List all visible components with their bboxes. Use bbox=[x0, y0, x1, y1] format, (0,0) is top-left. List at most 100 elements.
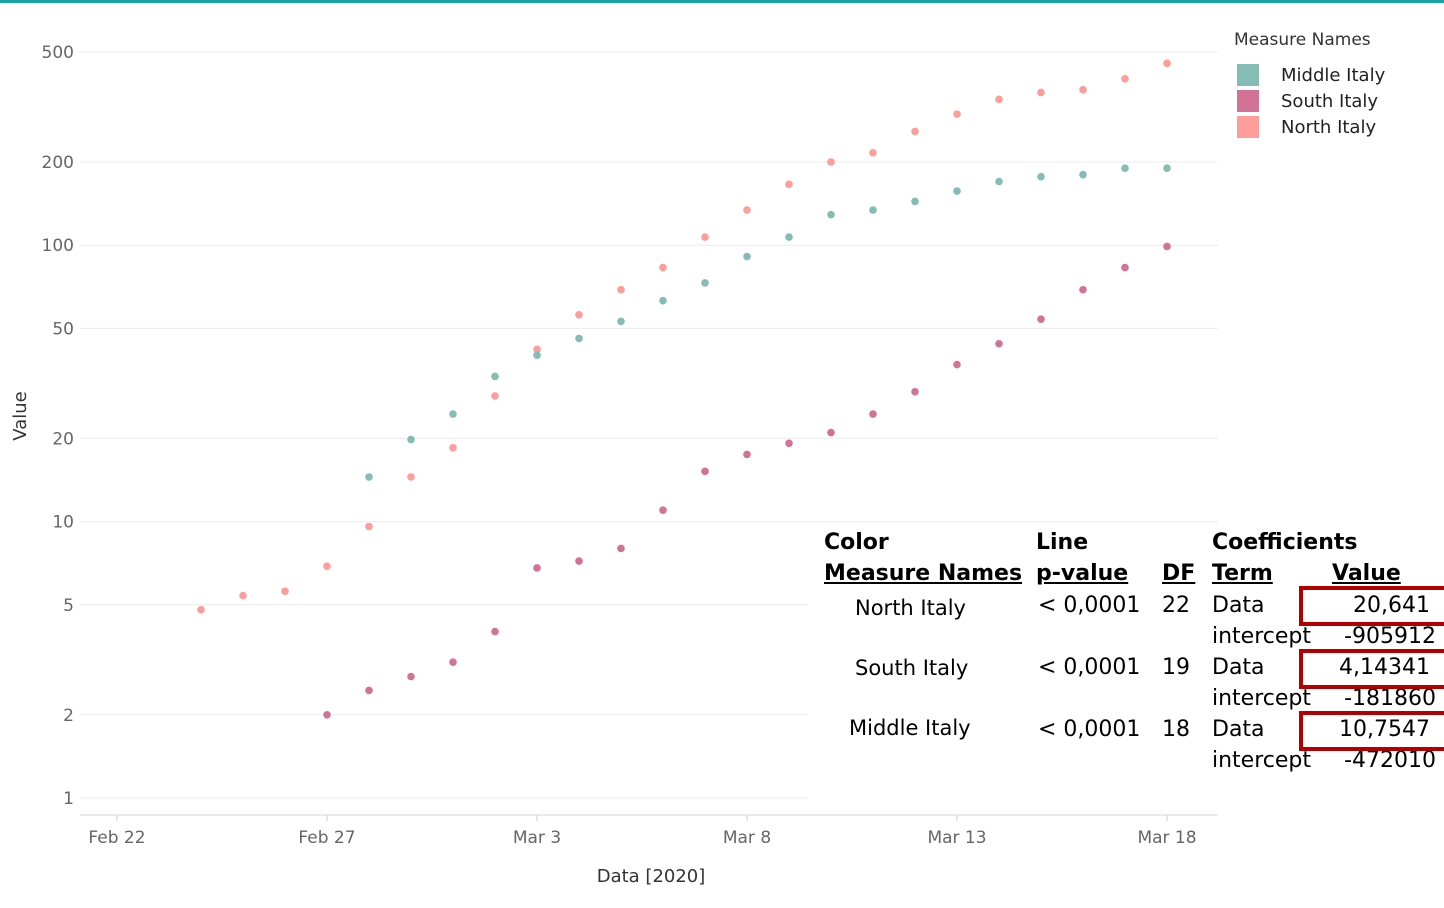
data-point-south-italy bbox=[743, 450, 751, 459]
data-point-north-italy bbox=[869, 148, 877, 157]
data-point-south-italy bbox=[1121, 263, 1129, 272]
row-value-data: 20,641 bbox=[1353, 593, 1430, 618]
data-point-south-italy bbox=[1163, 242, 1171, 251]
row-value-intercept: -905912 bbox=[1344, 624, 1436, 649]
row-term-data: Data bbox=[1212, 655, 1265, 680]
highlight-box bbox=[1299, 649, 1444, 689]
data-point-south-italy bbox=[575, 557, 583, 565]
data-point-middle-italy bbox=[659, 296, 667, 305]
legend-swatch-south-italy bbox=[1237, 90, 1259, 112]
column-p-value: p-value bbox=[1036, 561, 1129, 586]
row-p-value: < 0,0001 bbox=[1038, 717, 1141, 742]
data-point-north-italy bbox=[323, 562, 331, 570]
x-tick-label: Mar 8 bbox=[723, 828, 771, 848]
legend-label: North Italy bbox=[1281, 116, 1377, 138]
data-point-middle-italy bbox=[1037, 172, 1045, 181]
row-name-south-italy: South Italy bbox=[855, 656, 969, 680]
data-point-middle-italy bbox=[1121, 164, 1129, 172]
legend-label: South Italy bbox=[1281, 90, 1379, 112]
row-term-data: Data bbox=[1212, 593, 1265, 618]
data-point-north-italy bbox=[827, 158, 835, 166]
row-name-middle-italy: Middle Italy bbox=[849, 716, 971, 740]
row-term-intercept: intercept bbox=[1212, 686, 1311, 711]
data-point-north-italy bbox=[281, 587, 289, 595]
data-point-north-italy bbox=[575, 310, 583, 319]
data-point-north-italy bbox=[701, 233, 709, 241]
y-tick-label: 50 bbox=[52, 319, 74, 339]
data-point-north-italy bbox=[239, 591, 247, 600]
row-p-value: < 0,0001 bbox=[1038, 593, 1141, 618]
highlight-box bbox=[1299, 586, 1444, 626]
x-tick-label: Mar 13 bbox=[927, 828, 986, 848]
data-point-north-italy bbox=[911, 127, 919, 136]
y-tick-label: 500 bbox=[42, 43, 74, 63]
data-point-middle-italy bbox=[995, 177, 1003, 186]
row-term-data: Data bbox=[1212, 717, 1265, 742]
data-point-middle-italy bbox=[953, 187, 961, 195]
axes: 1 2 5 10 20 50 100 200 500 Feb 22 Feb 27 Mar 3 Mar 8… bbox=[42, 43, 1218, 848]
legend-item-south-italy[interactable]: South Italy bbox=[1234, 88, 1434, 114]
data-point-middle-italy bbox=[701, 279, 709, 287]
data-point-south-italy bbox=[533, 564, 541, 572]
data-point-south-italy bbox=[365, 686, 373, 695]
header-coefficients: Coefficients bbox=[1212, 530, 1358, 555]
row-df: 22 bbox=[1162, 593, 1190, 618]
data-point-north-italy bbox=[491, 392, 499, 400]
data-point-middle-italy bbox=[407, 435, 415, 444]
column-measure-names: Measure Names bbox=[824, 561, 1023, 586]
data-point-north-italy bbox=[995, 95, 1003, 104]
data-point-south-italy bbox=[995, 339, 1003, 348]
column-term: Term bbox=[1212, 561, 1273, 586]
row-value-intercept: -472010 bbox=[1344, 748, 1436, 773]
data-point-south-italy bbox=[449, 658, 457, 666]
data-point-middle-italy bbox=[365, 473, 373, 481]
data-point-north-italy bbox=[1163, 59, 1171, 68]
x-tick-label: Mar 3 bbox=[513, 828, 561, 848]
legend-title: Measure Names bbox=[1234, 30, 1371, 50]
header-color: Color bbox=[824, 530, 889, 555]
data-point-north-italy bbox=[953, 110, 961, 118]
data-point-north-italy bbox=[1037, 88, 1045, 97]
data-point-south-italy bbox=[407, 672, 415, 681]
y-axis-title: Value bbox=[10, 391, 31, 440]
legend-swatch-middle-italy bbox=[1237, 64, 1259, 86]
data-point-middle-italy bbox=[1163, 164, 1171, 172]
legend-item-north-italy[interactable]: North Italy bbox=[1234, 114, 1434, 140]
data-point-south-italy bbox=[323, 710, 331, 719]
data-point-south-italy bbox=[701, 467, 709, 476]
data-point-south-italy bbox=[1037, 315, 1045, 323]
data-point-north-italy bbox=[1121, 74, 1129, 83]
data-point-north-italy bbox=[785, 180, 793, 189]
x-tick-label: Mar 18 bbox=[1137, 828, 1196, 848]
y-tick-label: 200 bbox=[42, 153, 74, 173]
row-name-north-italy: North Italy bbox=[855, 596, 966, 620]
data-point-middle-italy bbox=[491, 372, 499, 381]
y-tick-label: 20 bbox=[52, 429, 74, 449]
data-point-middle-italy bbox=[1079, 170, 1087, 179]
data-point-middle-italy bbox=[449, 410, 457, 418]
data-point-north-italy bbox=[407, 473, 415, 481]
row-term-intercept: intercept bbox=[1212, 624, 1311, 649]
data-point-middle-italy bbox=[785, 233, 793, 241]
header-line: Line bbox=[1036, 530, 1089, 555]
column-value: Value bbox=[1332, 561, 1401, 586]
data-point-south-italy bbox=[491, 627, 499, 636]
data-point-north-italy bbox=[365, 522, 373, 531]
data-point-north-italy bbox=[743, 206, 751, 214]
y-tick-label: 2 bbox=[63, 706, 74, 726]
data-point-north-italy bbox=[197, 605, 205, 614]
row-df: 19 bbox=[1162, 655, 1190, 680]
top-accent-bar bbox=[0, 0, 1444, 3]
x-axis-title: Data [2020] bbox=[597, 866, 706, 887]
data-point-north-italy bbox=[1079, 85, 1087, 94]
y-tick-label: 10 bbox=[52, 513, 74, 533]
x-tick-label: Feb 27 bbox=[298, 828, 355, 848]
data-point-south-italy bbox=[1079, 285, 1087, 294]
data-point-north-italy bbox=[659, 263, 667, 272]
row-p-value: < 0,0001 bbox=[1038, 655, 1141, 680]
legend-item-middle-italy[interactable]: Middle Italy bbox=[1234, 62, 1434, 88]
highlight-box bbox=[1299, 711, 1444, 751]
row-df: 18 bbox=[1162, 717, 1190, 742]
data-point-middle-italy bbox=[617, 317, 625, 326]
